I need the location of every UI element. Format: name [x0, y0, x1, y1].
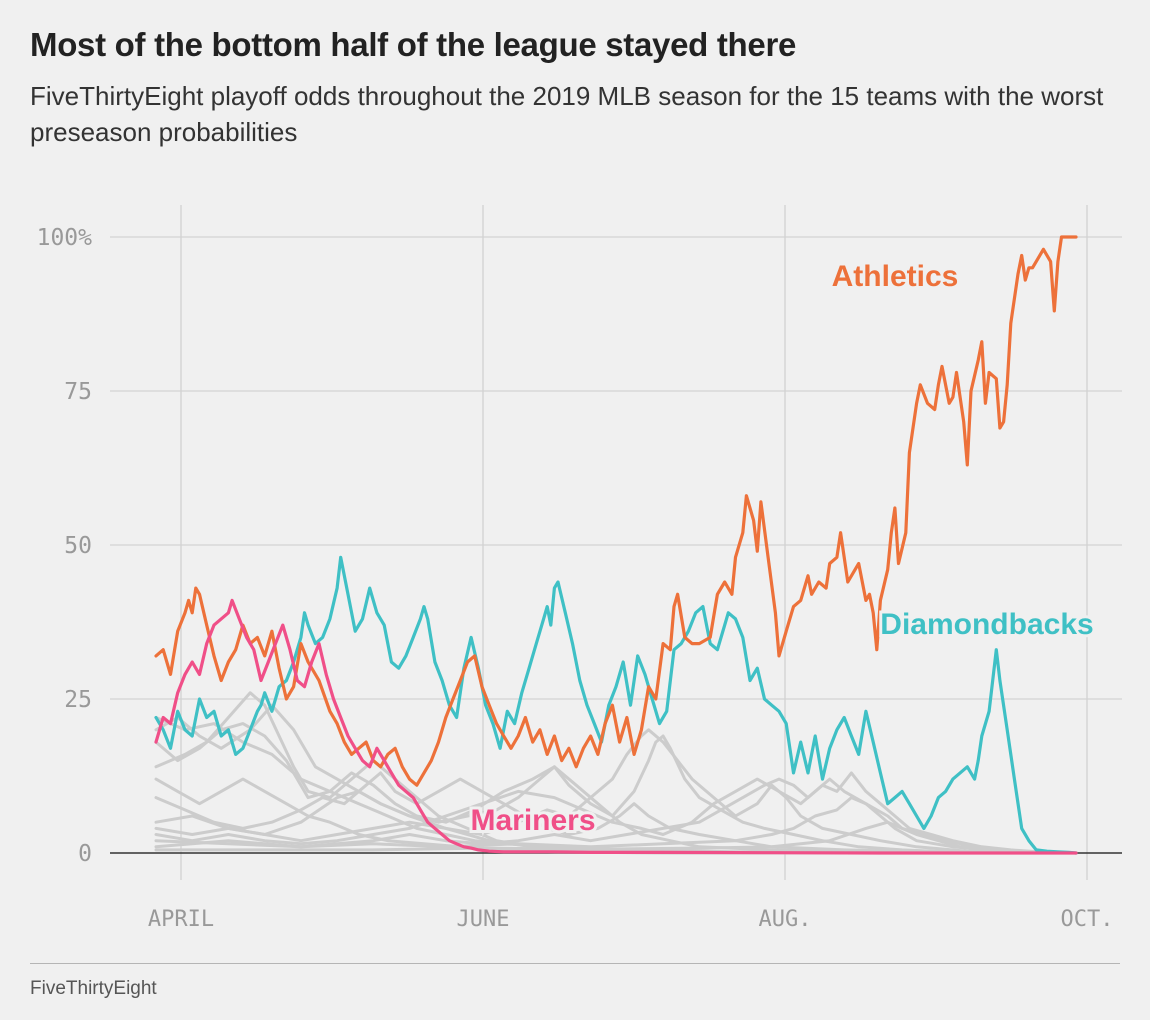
y-tick-label: 100%	[37, 225, 93, 251]
grid-layer: APRIL JUNE AUG. OCT. 100% 75 50 25 0	[37, 205, 1122, 932]
highlighted-series-layer	[154, 235, 1078, 855]
background-team-line	[154, 728, 1078, 855]
y-tick-label: 25	[64, 687, 92, 713]
x-tick-label: APRIL	[148, 907, 214, 932]
mariners-label: Mariners	[470, 804, 595, 837]
athletics-label: Athletics	[832, 260, 959, 293]
y-tick-label: 0	[78, 841, 92, 867]
x-tick-label: JUNE	[457, 907, 510, 932]
background-team-line	[154, 722, 1078, 855]
background-team-line	[154, 771, 1078, 855]
y-tick-label: 50	[64, 533, 92, 559]
y-tick-label: 75	[64, 379, 92, 405]
chart-title: Most of the bottom half of the league st…	[30, 26, 797, 63]
x-tick-label: AUG.	[759, 907, 812, 932]
source-credit: FiveThirtyEight	[30, 978, 157, 999]
background-team-line	[154, 796, 1078, 855]
background-team-line	[154, 771, 1078, 855]
background-team-line	[154, 716, 1078, 855]
label-layer: Athletics Diamondbacks Mariners	[467, 257, 1096, 840]
mariners-line	[154, 598, 1078, 855]
x-tick-label: OCT.	[1061, 907, 1114, 932]
athletics-line	[154, 235, 1078, 787]
background-team-line	[154, 777, 1078, 855]
line-chart: APRIL JUNE AUG. OCT. 100% 75 50 25 0 Athletics Di…	[37, 205, 1122, 932]
chart-subtitle: FiveThirtyEight playoff odds throughout …	[30, 81, 1104, 147]
diamondbacks-label: Diamondbacks	[880, 608, 1093, 641]
background-team-line	[154, 820, 1078, 855]
footer-divider	[30, 963, 1120, 964]
